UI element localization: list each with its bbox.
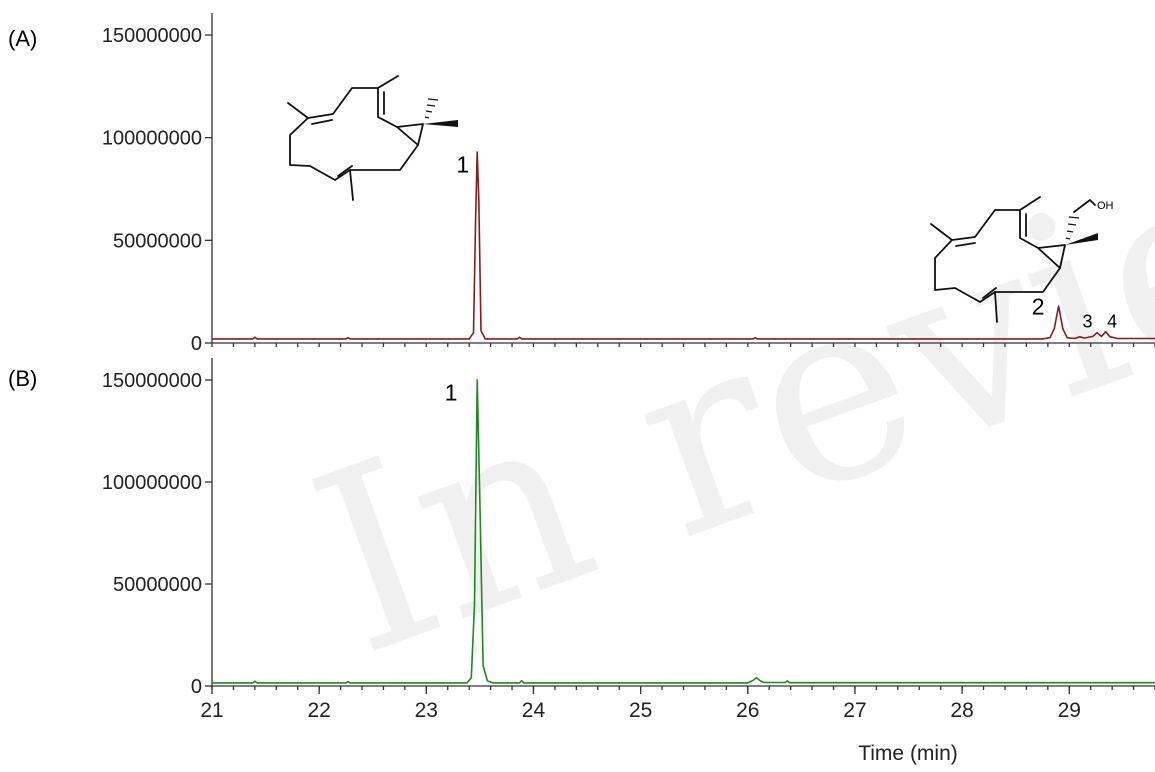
watermark-text: In review xyxy=(282,31,1155,711)
x-tick-label: 26 xyxy=(736,699,759,722)
peak-label-3: 3 xyxy=(1082,312,1092,332)
y-tick-label: 0 xyxy=(191,676,202,698)
x-tick-label: 23 xyxy=(415,699,438,722)
panel-label-0: (A) xyxy=(8,26,37,51)
series-line xyxy=(212,379,1155,684)
x-tick-label: 29 xyxy=(1058,699,1081,722)
peak-label-2: 2 xyxy=(1032,293,1045,319)
y-tick-label: 150000000 xyxy=(102,25,202,47)
peak-label-4: 4 xyxy=(1107,312,1117,332)
x-tick-label: 22 xyxy=(307,699,330,722)
casbene-structure-icon xyxy=(287,75,458,201)
y-tick-label: 100000000 xyxy=(102,128,202,150)
x-tick-label: 28 xyxy=(950,699,973,722)
x-axis-title: Time (min) xyxy=(858,742,958,765)
panel-b-chart: (B) 150000000 100000000 50000000 021 22 23 24 25… xyxy=(8,358,1155,765)
x-tick-label: 27 xyxy=(843,699,866,722)
x-tick-label: 25 xyxy=(629,699,652,722)
y-tick-label: 100000000 xyxy=(102,472,202,494)
peak-label-1: 1 xyxy=(445,379,458,405)
hydroxyl-label: OH xyxy=(1097,200,1114,212)
series-line xyxy=(212,151,1155,340)
peak-label-1: 1 xyxy=(456,152,469,178)
panel-label-1: (B) xyxy=(8,366,37,391)
y-tick-label: 50000000 xyxy=(113,230,202,252)
y-tick-label: 50000000 xyxy=(113,574,202,596)
hydroxycasbene-structure-icon: OH xyxy=(930,196,1114,323)
x-tick-label: 24 xyxy=(522,699,546,722)
x-tick-label: 21 xyxy=(200,699,223,722)
panel-a-chart: (A) 150000000 100000000 50000000 0 1 2 3 4 xyxy=(8,13,1155,355)
y-tick-label: 150000000 xyxy=(102,370,202,392)
y-tick-label: 0 xyxy=(191,333,202,355)
